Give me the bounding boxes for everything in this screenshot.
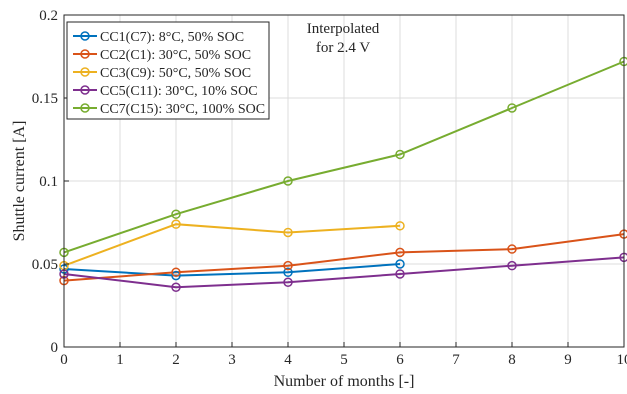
y-tick-label: 0.15 — [32, 91, 58, 107]
series-5-point — [283, 176, 293, 186]
series-lines — [63, 60, 625, 289]
series-line-1 — [63, 263, 401, 277]
series-2-point — [507, 244, 517, 254]
x-tick-label: 1 — [116, 352, 124, 368]
legend-entry-4: CC5(C11): 30°C, 10% SOC — [100, 84, 258, 99]
series-line-4 — [63, 256, 625, 289]
annotation-line-1: Interpolated — [307, 21, 380, 37]
series-4-point — [507, 260, 517, 271]
annotation-line-2: for 2.4 V — [316, 40, 370, 56]
series-5-point — [507, 103, 517, 113]
series-4-point — [395, 269, 405, 279]
legend-swatch-marker — [80, 103, 90, 113]
legend-swatch-marker — [80, 67, 90, 77]
x-tick-label: 8 — [508, 352, 516, 368]
x-tick-label: 5 — [340, 352, 348, 368]
legend-entry-5: CC7(C15): 30°C, 100% SOC — [100, 102, 265, 117]
legend-entry-2: CC2(C1): 30°C, 50% SOC — [100, 48, 251, 63]
series-4-point — [283, 277, 293, 288]
x-axis-label: Number of months [-] — [274, 373, 415, 390]
series-4-point — [171, 282, 181, 292]
legend-entry-1: CC1(C7): 8°C, 50% SOC — [100, 30, 244, 45]
series-1-point — [171, 270, 181, 281]
legend-box — [66, 21, 270, 120]
series-5-point — [395, 149, 405, 160]
legend: CC1(C7): 8°C, 50% SOC CC2(C1): 30°C, 50% … — [66, 21, 270, 120]
y-tick-label: 0.1 — [39, 174, 58, 190]
series-3-point — [395, 221, 405, 231]
series-2-point — [171, 267, 181, 278]
y-tick-label: 0.05 — [32, 257, 58, 273]
series-3-point — [283, 227, 293, 238]
x-tick-label: 10 — [617, 352, 627, 368]
series-line-2 — [63, 233, 625, 282]
legend-swatch-marker — [80, 31, 90, 41]
series-line-5 — [63, 60, 625, 254]
x-tick-label: 0 — [60, 352, 68, 368]
series-5-point — [171, 209, 181, 219]
series-line-3 — [63, 223, 401, 267]
x-tick-label: 2 — [172, 352, 180, 368]
legend-entry-3: CC3(C9): 50°C, 50% SOC — [100, 66, 251, 81]
series-1-point — [283, 267, 293, 278]
x-tick-label: 9 — [564, 352, 572, 368]
y-axis-label: Shuttle current [A] — [11, 121, 28, 242]
series-2-point — [395, 247, 405, 258]
legend-swatch-marker — [80, 49, 90, 59]
series-3-point — [171, 219, 181, 229]
y-tick-label: 0 — [51, 340, 59, 356]
x-tick-label: 3 — [228, 352, 236, 368]
y-axis: 0 0.05 0.1 0.15 0.2 — [32, 8, 69, 356]
legend-swatch-marker — [80, 85, 90, 95]
series-1-point — [395, 259, 405, 269]
x-axis: 0 1 2 3 4 5 6 7 8 9 10 — [60, 342, 627, 368]
x-tick-label: 7 — [452, 352, 460, 368]
y-tick-label: 0.2 — [39, 8, 58, 24]
series-2-point — [283, 260, 293, 271]
x-tick-label: 4 — [284, 352, 292, 368]
x-tick-label: 6 — [396, 352, 404, 368]
